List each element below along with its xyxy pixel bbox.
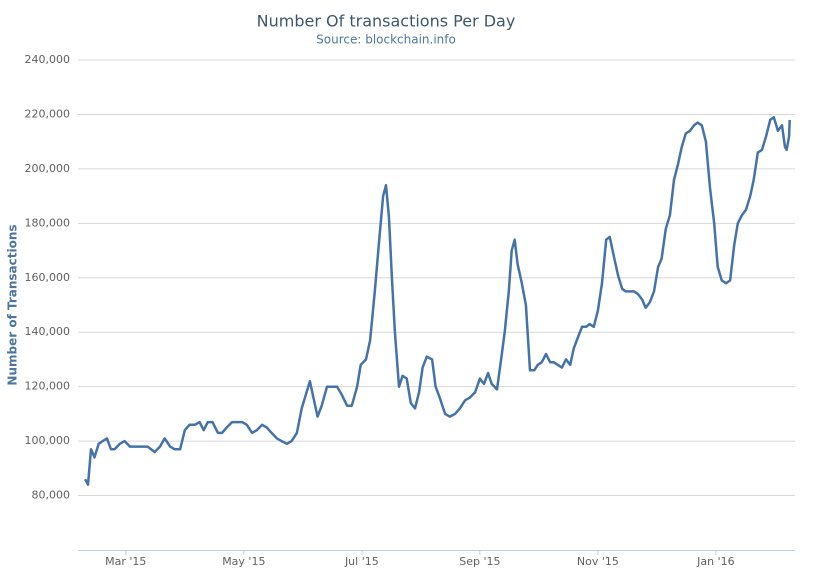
y-tick-label: 120,000 [25,380,71,393]
y-tick-label: 220,000 [25,107,71,120]
y-tick-label: 80,000 [32,489,71,502]
chart-title: Number Of transactions Per Day [257,12,516,31]
x-tick-label: Mar '15 [105,555,146,568]
y-tick-label: 140,000 [25,325,71,338]
y-axis-label: Number of Transactions [6,224,20,385]
x-tick-label: Nov '15 [577,555,619,568]
x-tick-label: Jan '16 [696,555,734,568]
y-tick-label: 200,000 [25,162,71,175]
chart-subtitle: Source: blockchain.info [316,33,456,47]
y-tick-label: 160,000 [25,271,71,284]
x-tick-label: May '15 [222,555,265,568]
y-tick-label: 100,000 [25,434,71,447]
x-tick-label: Jul '15 [344,555,379,568]
x-tick-label: Sep '15 [459,555,500,568]
y-tick-label: 240,000 [25,53,71,66]
y-tick-label: 180,000 [25,216,71,229]
data-line [83,115,791,486]
